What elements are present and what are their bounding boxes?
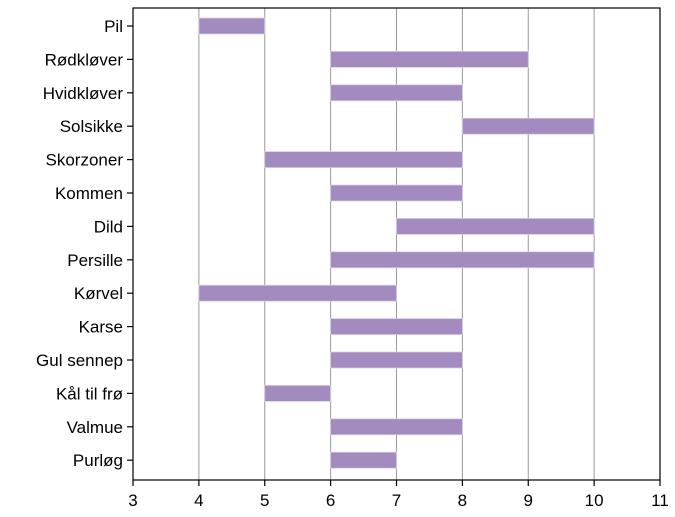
x-tick-label: 7 xyxy=(392,491,401,510)
category-label: Purløg xyxy=(73,451,123,470)
bar xyxy=(330,51,529,68)
category-label: Valmue xyxy=(67,418,123,437)
category-label: Dild xyxy=(94,217,123,236)
x-tick-label: 8 xyxy=(458,491,467,510)
x-tick-label: 4 xyxy=(194,491,203,510)
category-label: Kommen xyxy=(55,184,123,203)
bars xyxy=(198,17,595,469)
category-label: Hvidkløver xyxy=(43,84,124,103)
category-label: Gul sennep xyxy=(36,351,123,370)
bar xyxy=(198,284,397,302)
grid-lines xyxy=(198,8,595,480)
category-label: Skorzoner xyxy=(46,151,124,170)
bar xyxy=(330,251,595,269)
category-label: Solsikke xyxy=(60,117,123,136)
bar xyxy=(396,217,595,235)
x-ticks: 3 4 5 6 7 8 9 10 11 xyxy=(128,480,669,510)
category-label: Karse xyxy=(79,318,123,337)
bar xyxy=(330,84,463,102)
bar xyxy=(264,151,463,169)
bar xyxy=(461,117,595,135)
x-tick-label: 6 xyxy=(326,491,335,510)
category-label: Kørvel xyxy=(74,284,123,303)
category-label: Persille xyxy=(67,251,123,270)
x-tick-label: 11 xyxy=(651,491,669,510)
category-label: Rødkløver xyxy=(45,50,124,69)
x-tick-label: 3 xyxy=(128,491,137,510)
bar xyxy=(330,418,463,436)
category-labels: Pil Rødkløver Hvidkløver Solsikke Skorzoner K… xyxy=(36,17,133,470)
bar xyxy=(330,451,397,469)
category-label: Kål til frø xyxy=(56,384,123,403)
bar xyxy=(330,318,463,336)
x-tick-label: 9 xyxy=(524,491,533,510)
category-label: Pil xyxy=(104,17,123,36)
x-tick-label: 5 xyxy=(260,491,269,510)
x-tick-label: 10 xyxy=(585,491,604,510)
bar xyxy=(330,184,463,202)
bar xyxy=(330,351,463,369)
bar xyxy=(198,17,266,35)
bar xyxy=(264,384,332,402)
